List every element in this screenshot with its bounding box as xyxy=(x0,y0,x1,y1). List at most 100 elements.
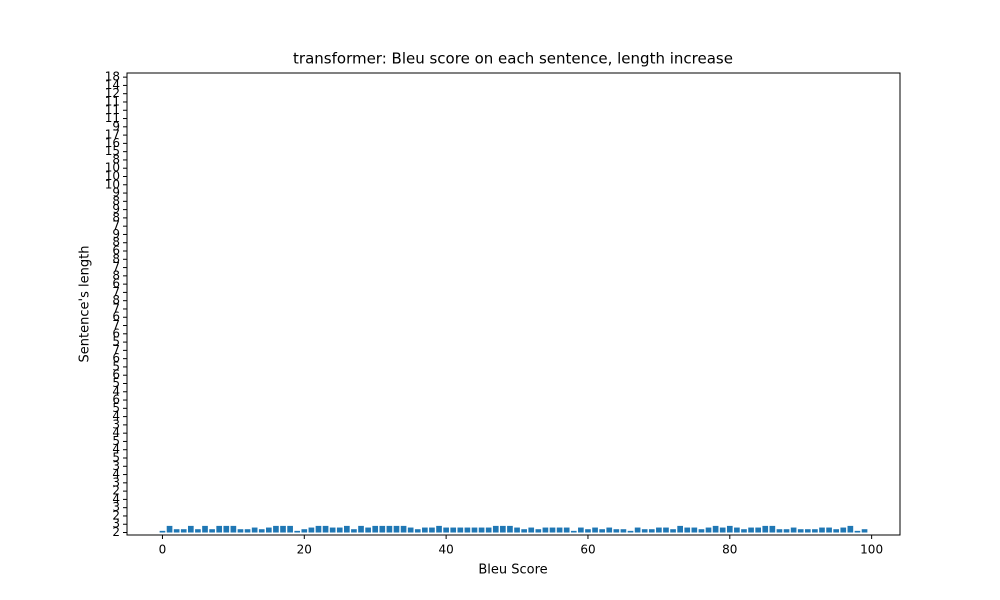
bar xyxy=(698,529,705,533)
y-tick-label: 6 xyxy=(112,368,120,382)
bar xyxy=(301,529,308,533)
x-tick-label: 80 xyxy=(722,543,737,557)
y-tick-label: 5 xyxy=(112,359,120,373)
x-tick-label: 100 xyxy=(860,543,883,557)
bar xyxy=(627,530,634,533)
y-tick-label: 6 xyxy=(112,326,120,340)
bar xyxy=(790,527,797,533)
bar xyxy=(570,530,577,533)
bar xyxy=(804,529,811,533)
bar xyxy=(280,525,286,533)
y-tick-label: 8 xyxy=(112,235,120,249)
bar xyxy=(379,525,386,533)
y-tick-label: 14 xyxy=(105,78,120,92)
y-tick-label: 7 xyxy=(112,285,120,299)
y-axis-label: Sentence's length xyxy=(78,246,93,363)
y-tick-label: 4 xyxy=(112,442,120,456)
bar xyxy=(641,529,648,533)
bar xyxy=(535,529,542,533)
y-tick-label: 8 xyxy=(112,268,120,282)
bar xyxy=(634,527,641,533)
bar xyxy=(294,530,301,533)
bar xyxy=(443,527,449,533)
bar xyxy=(812,529,818,533)
y-tick-label: 3 xyxy=(112,459,120,473)
bar xyxy=(648,529,655,533)
bar xyxy=(719,527,726,533)
bar xyxy=(613,529,620,533)
y-tick-label: 8 xyxy=(112,210,120,224)
y-tick-label: 3 xyxy=(112,517,120,531)
y-tick-label: 15 xyxy=(105,144,120,158)
y-tick-label: 7 xyxy=(112,301,120,315)
bar xyxy=(202,525,208,533)
bar xyxy=(414,529,421,533)
y-tick-label: 6 xyxy=(112,310,120,324)
bar xyxy=(762,525,769,533)
y-tick-label: 7 xyxy=(112,343,120,357)
bar xyxy=(741,529,747,533)
bar xyxy=(400,525,407,533)
y-tick-label: 6 xyxy=(112,277,120,291)
bar xyxy=(769,525,776,533)
bar xyxy=(549,527,556,533)
y-tick-label: 7 xyxy=(112,219,120,233)
y-tick-label: 9 xyxy=(112,227,120,241)
bar xyxy=(358,525,364,533)
bar xyxy=(563,527,570,533)
bar xyxy=(833,529,840,533)
bar xyxy=(471,527,478,533)
y-tick-label: 8 xyxy=(112,252,120,266)
y-tick-label: 17 xyxy=(105,128,120,142)
bar xyxy=(450,527,457,533)
bar xyxy=(329,527,336,533)
bar xyxy=(195,529,201,533)
bar xyxy=(485,527,492,533)
y-tick-label: 9 xyxy=(112,186,120,200)
y-tick-label: 4 xyxy=(112,426,120,440)
bar xyxy=(159,530,166,533)
y-tick-label: 6 xyxy=(112,351,120,365)
y-tick-label: 2 xyxy=(112,508,120,522)
y-tick-label: 18 xyxy=(105,70,120,84)
bar xyxy=(826,527,832,533)
y-tick-label: 7 xyxy=(112,318,120,332)
bar xyxy=(308,527,315,533)
bar xyxy=(528,527,535,533)
bar xyxy=(854,530,861,533)
bar xyxy=(819,527,825,533)
y-tick-label: 9 xyxy=(112,119,120,133)
y-tick-label: 7 xyxy=(112,260,120,274)
bar xyxy=(258,529,265,533)
bar xyxy=(386,525,393,533)
bar xyxy=(592,527,598,533)
bar xyxy=(726,525,733,533)
bar xyxy=(705,527,712,533)
y-tick-label: 6 xyxy=(112,393,120,407)
bar xyxy=(180,529,187,533)
bar xyxy=(287,525,293,533)
y-tick-label: 5 xyxy=(112,434,120,448)
y-tick-label: 4 xyxy=(112,409,120,423)
bar xyxy=(457,527,464,533)
x-tick-label: 60 xyxy=(580,543,595,557)
bar xyxy=(315,525,322,533)
chart-title: transformer: Bleu score on each sentence… xyxy=(293,50,733,68)
y-tick-label: 11 xyxy=(105,103,120,117)
bar xyxy=(344,525,350,533)
y-tick-label: 5 xyxy=(112,376,120,390)
y-tick-label: 10 xyxy=(105,161,120,175)
y-tick-label: 16 xyxy=(105,136,120,150)
bar xyxy=(606,527,613,533)
bar xyxy=(230,525,237,533)
bar xyxy=(507,525,513,533)
bar xyxy=(847,525,854,533)
bar xyxy=(677,525,683,533)
bar xyxy=(656,527,662,533)
bar xyxy=(620,529,627,533)
bar xyxy=(351,529,357,533)
bar xyxy=(684,527,691,533)
y-tick-label: 5 xyxy=(112,451,120,465)
bar xyxy=(336,527,343,533)
